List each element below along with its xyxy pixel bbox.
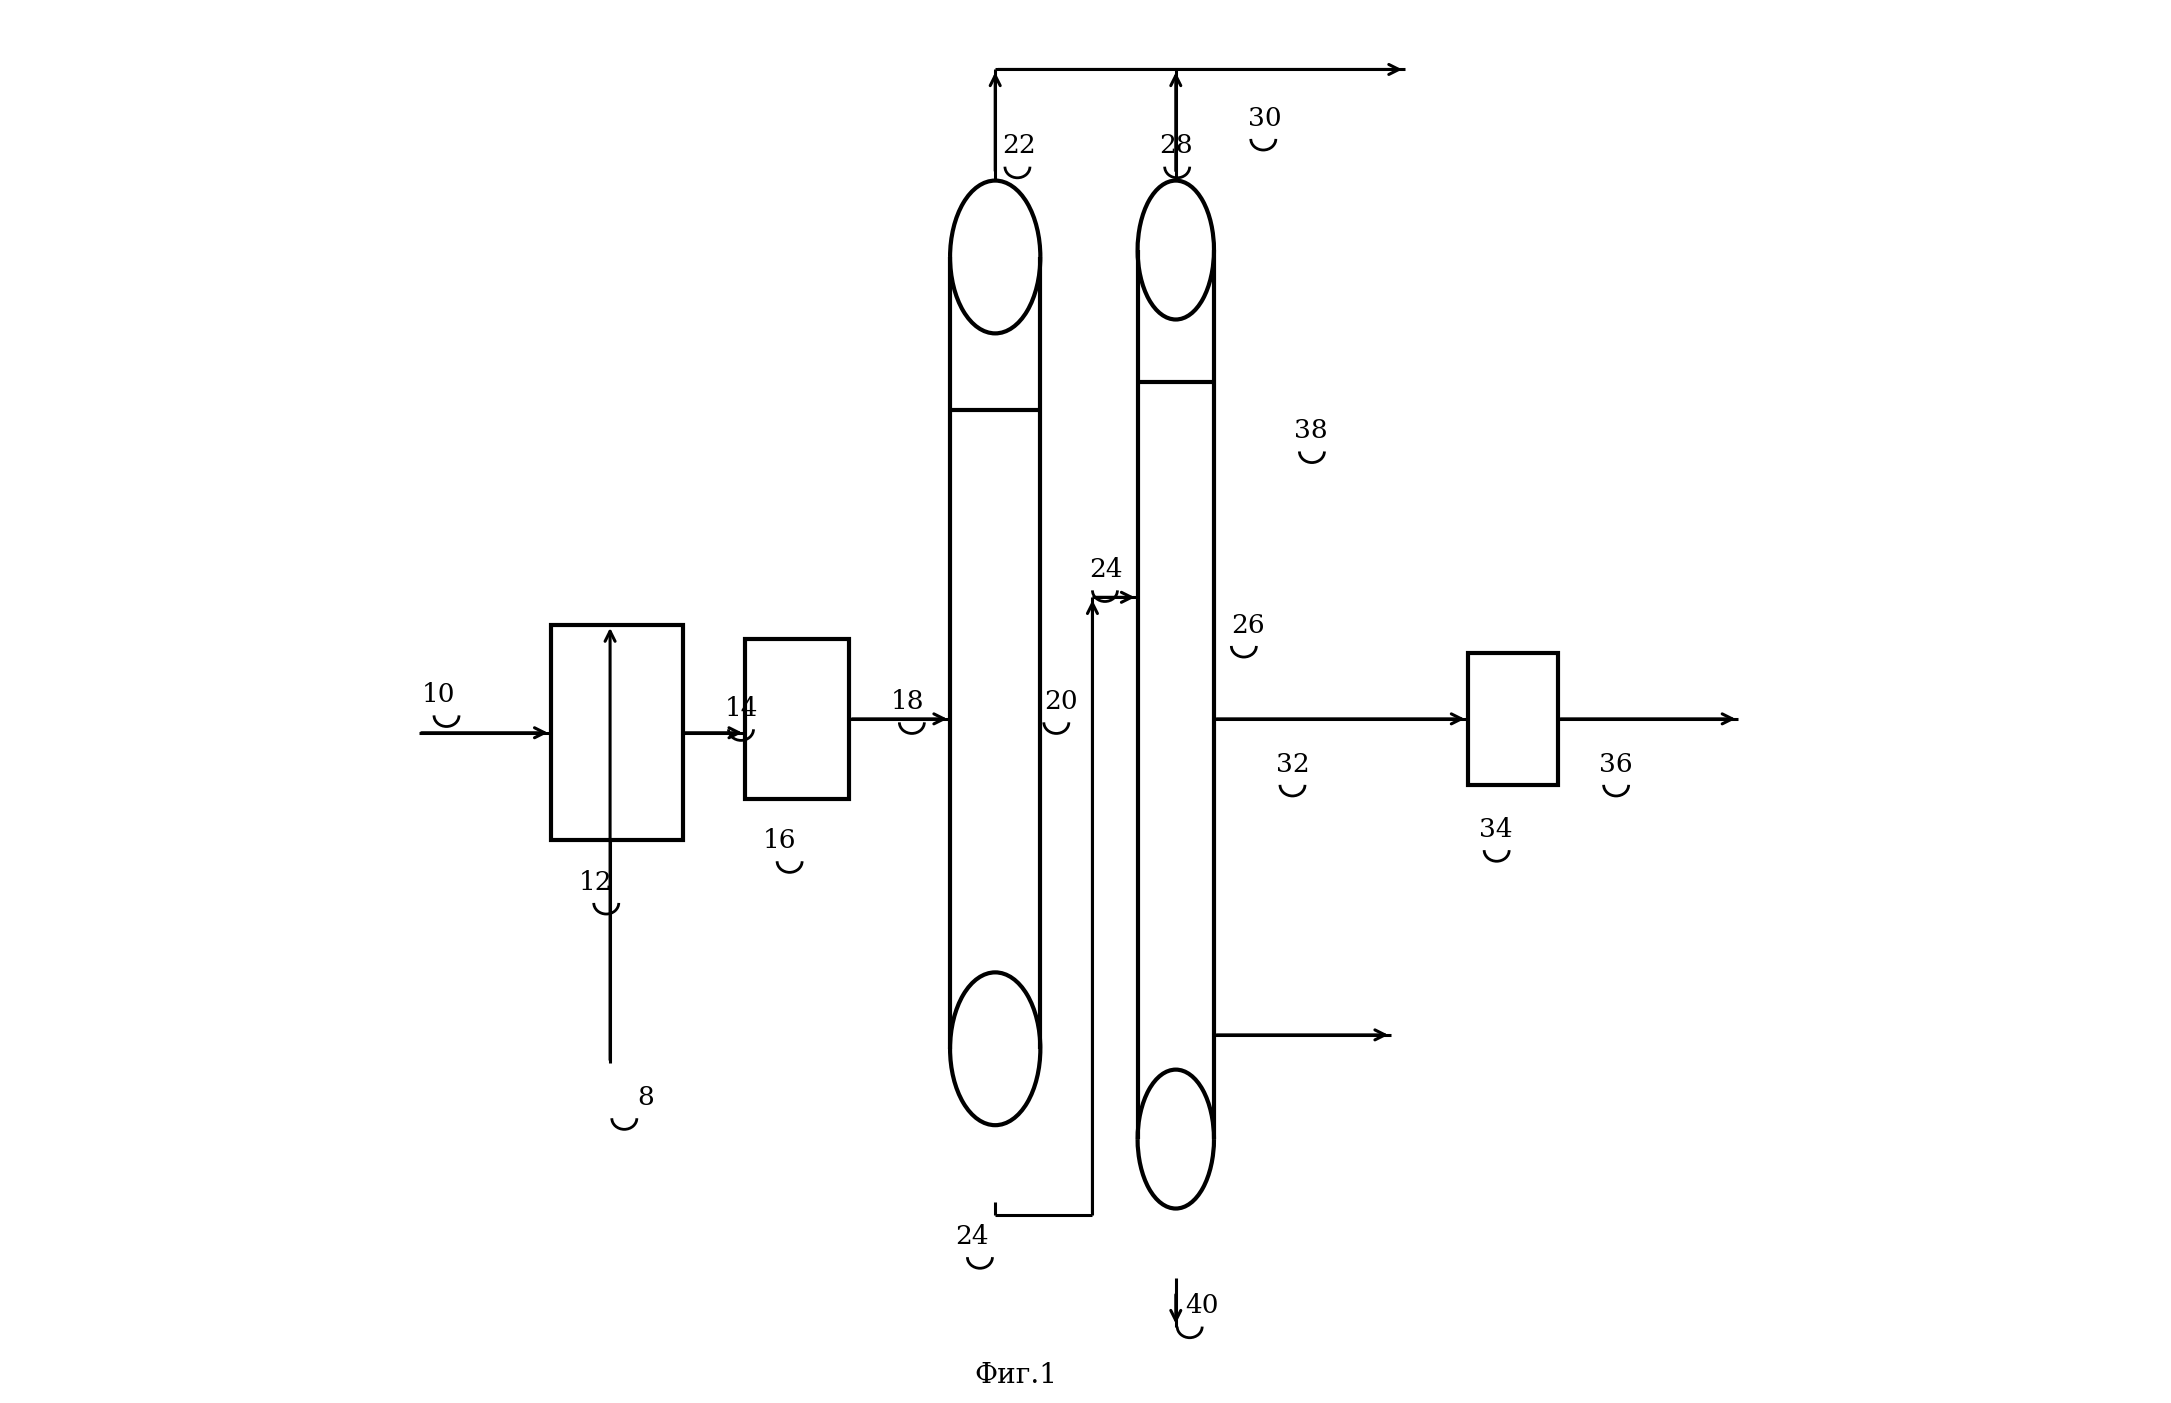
Text: 14: 14 — [725, 696, 758, 721]
Text: 18: 18 — [890, 689, 925, 714]
Text: Фиг.1: Фиг.1 — [975, 1362, 1057, 1389]
Text: 16: 16 — [764, 828, 797, 853]
Text: 34: 34 — [1478, 817, 1513, 842]
Text: 28: 28 — [1159, 133, 1192, 159]
Bar — [951, 257, 1040, 1049]
Text: 38: 38 — [1294, 418, 1326, 443]
Bar — [1468, 652, 1559, 784]
Bar — [745, 638, 849, 798]
Text: 26: 26 — [1231, 613, 1266, 637]
Text: 10: 10 — [421, 682, 456, 707]
Text: 32: 32 — [1277, 752, 1309, 776]
Text: 22: 22 — [1003, 133, 1036, 159]
Text: 36: 36 — [1600, 752, 1633, 776]
Bar — [551, 626, 682, 840]
Text: 40: 40 — [1185, 1294, 1218, 1319]
Text: 12: 12 — [577, 870, 612, 895]
Text: 8: 8 — [636, 1085, 653, 1110]
Text: 20: 20 — [1044, 689, 1077, 714]
Text: 30: 30 — [1248, 105, 1281, 130]
Text: 24: 24 — [1090, 557, 1122, 582]
Bar — [1138, 250, 1214, 1139]
Text: 24: 24 — [955, 1223, 988, 1249]
